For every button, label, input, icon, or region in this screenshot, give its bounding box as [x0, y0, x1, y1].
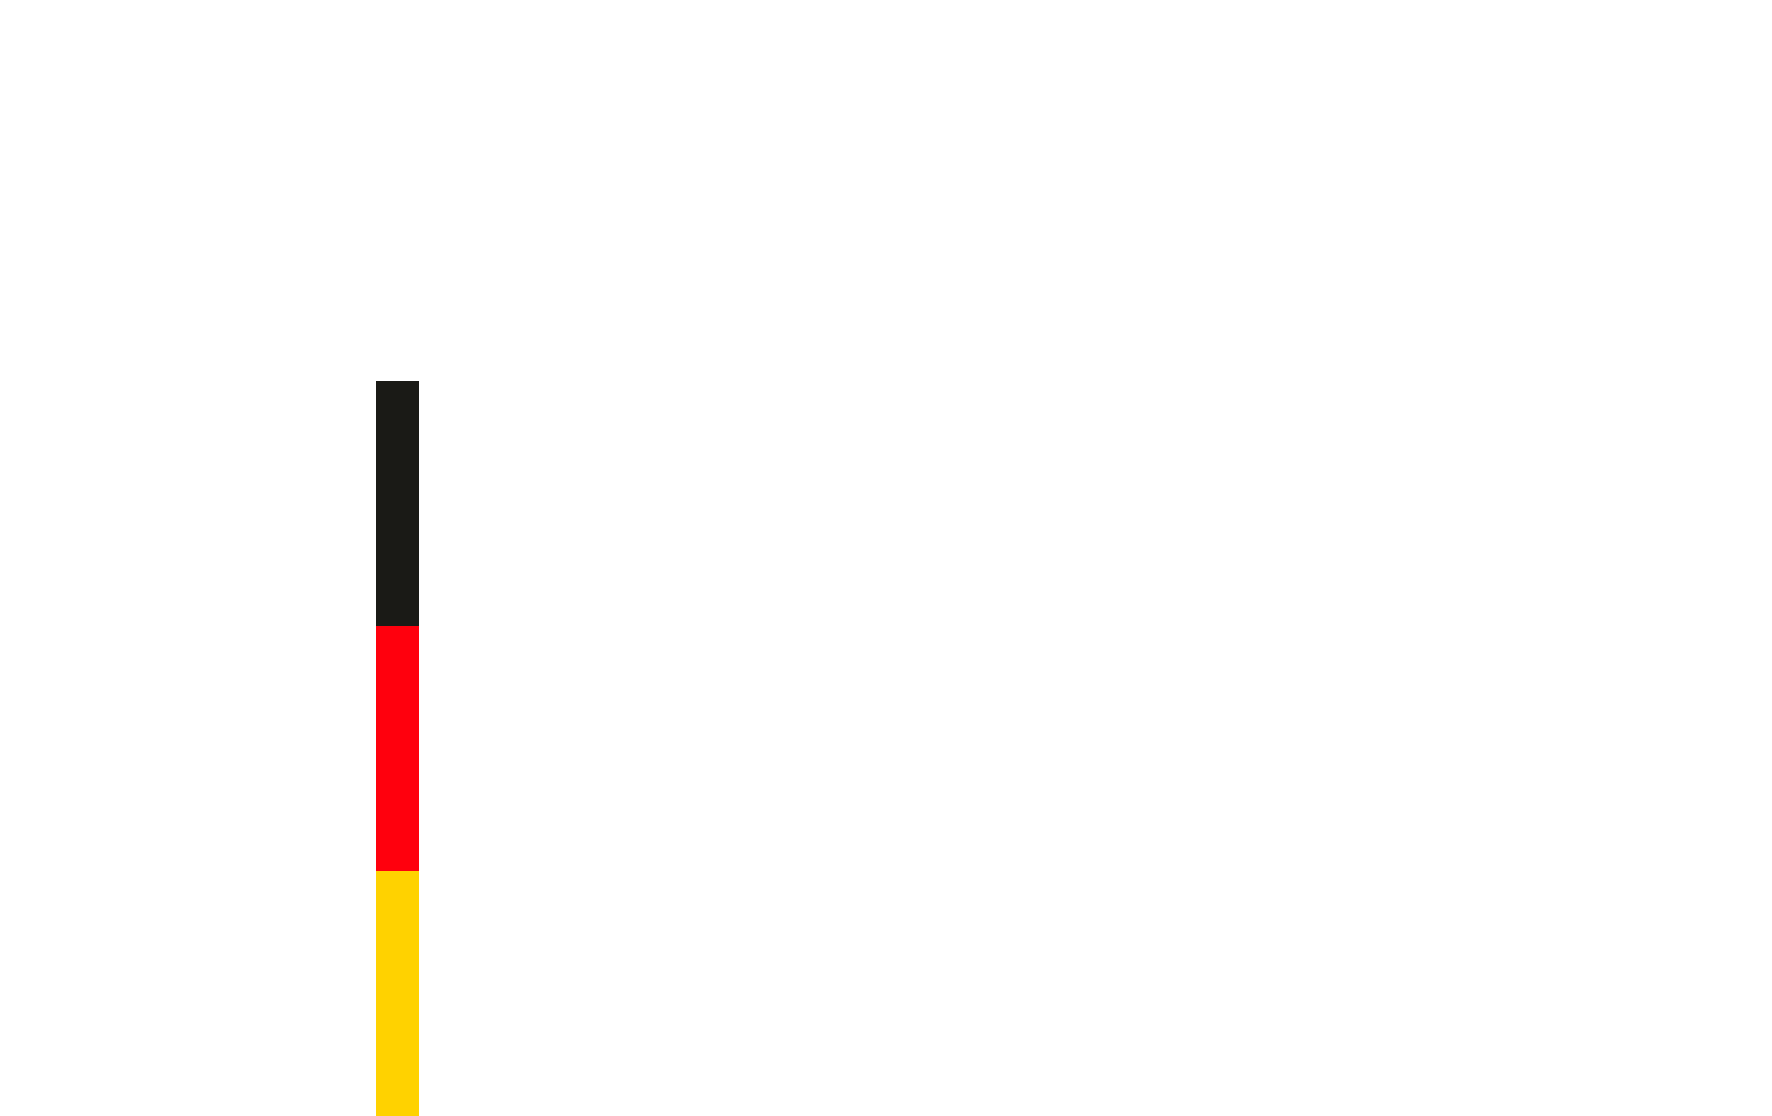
- flag-stripe-red: [376, 626, 419, 871]
- flag-stripe-gold: [376, 871, 419, 1116]
- german-flag-bar: [376, 381, 419, 1116]
- flag-stripe-black: [376, 381, 419, 626]
